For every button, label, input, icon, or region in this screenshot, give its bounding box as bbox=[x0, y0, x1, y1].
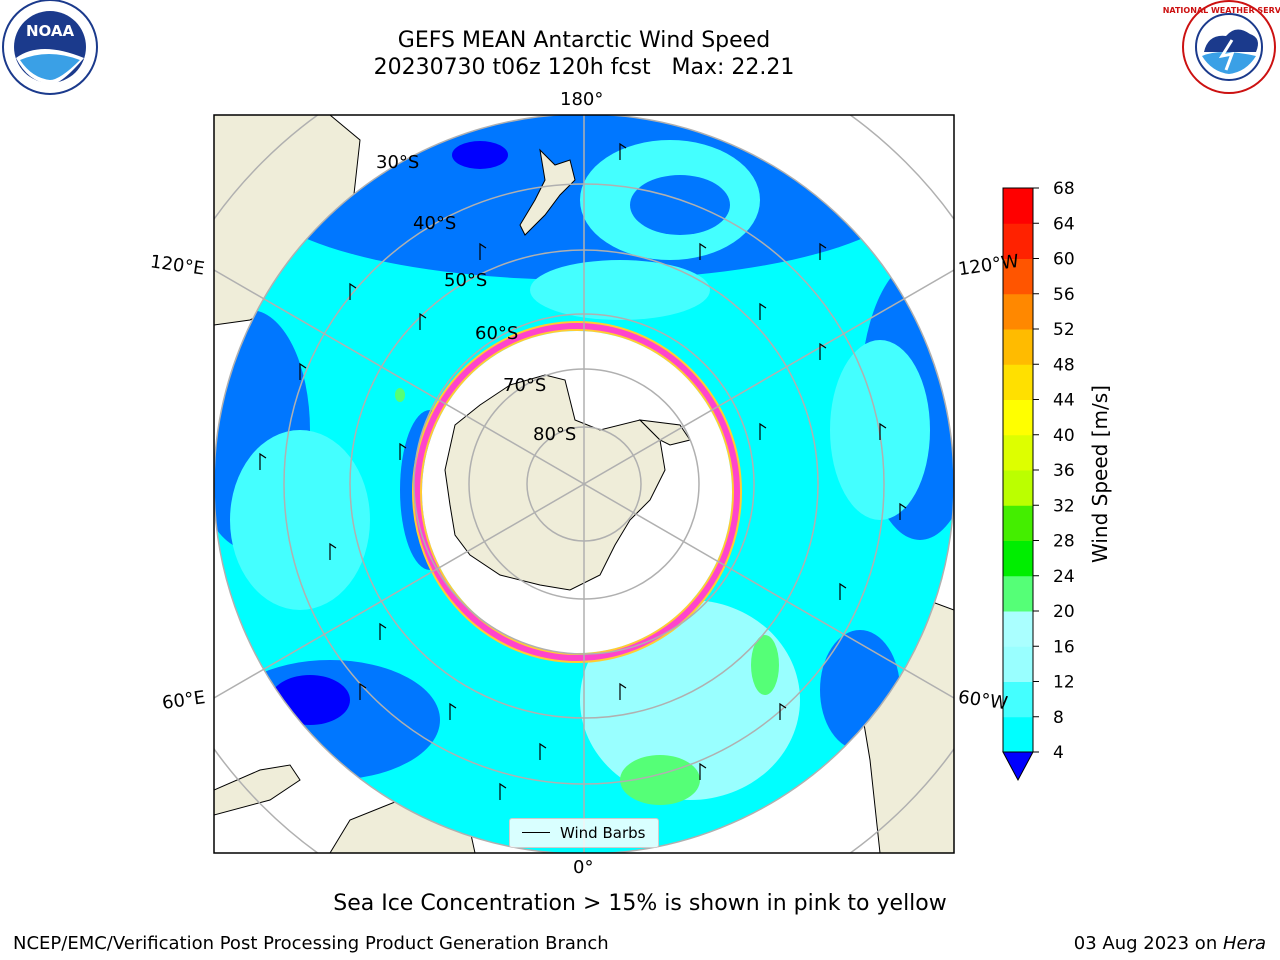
legend-label: Wind Barbs bbox=[560, 824, 646, 842]
colorbar-tick-label: 44 bbox=[1053, 391, 1075, 411]
map-area bbox=[214, 115, 954, 853]
colorbar-label: Wind Speed [m/s] bbox=[1088, 385, 1112, 563]
colorbar-segment bbox=[1003, 646, 1033, 682]
lat-label-40s: 40°S bbox=[413, 213, 457, 234]
legend-line-sample bbox=[522, 832, 550, 833]
sea-ice-note: Sea Ice Concentration > 15% is shown in … bbox=[333, 891, 947, 916]
colorbar-segment bbox=[1003, 399, 1033, 436]
colorbar-segment bbox=[1003, 611, 1033, 647]
graticule bbox=[214, 115, 954, 853]
colorbar-tick-label: 32 bbox=[1053, 496, 1075, 516]
nws-logo: NATIONAL WEATHER SERVICE bbox=[1163, 0, 1280, 94]
land-new-zealand bbox=[519, 148, 576, 236]
wind-barbs bbox=[259, 142, 907, 800]
chart-title: GEFS MEAN Antarctic Wind Speed bbox=[397, 28, 771, 53]
colorbar-segment bbox=[1003, 575, 1033, 612]
colorbar-tick-label: 64 bbox=[1053, 214, 1075, 234]
colorbar-segment bbox=[1003, 258, 1033, 295]
colorbar-segment bbox=[1003, 716, 1033, 753]
colorbar-segment bbox=[1003, 434, 1033, 471]
footer-host: Hera bbox=[1222, 933, 1266, 954]
colorbar-segment bbox=[1003, 188, 1033, 224]
colorbar-segment bbox=[1003, 223, 1033, 259]
colorbar-tick-label: 20 bbox=[1053, 602, 1075, 622]
colorbar-tick-label: 8 bbox=[1053, 708, 1064, 728]
colorbar-tick-label: 60 bbox=[1053, 250, 1075, 270]
colorbar-tick-label: 36 bbox=[1053, 461, 1075, 481]
map-frame bbox=[213, 114, 955, 854]
lon-label-180: 180° bbox=[560, 89, 604, 110]
colorbar-tick-label: 24 bbox=[1053, 567, 1075, 587]
svg-text:NATIONAL WEATHER SERVICE: NATIONAL WEATHER SERVICE bbox=[1163, 6, 1280, 15]
colorbar-tick-label: 4 bbox=[1053, 743, 1064, 763]
lat-label-80s: 80°S bbox=[533, 424, 577, 445]
map-legend: Wind Barbs bbox=[509, 818, 659, 848]
footer-date-text: 03 Aug 2023 on bbox=[1073, 933, 1223, 954]
land-antarctica bbox=[444, 374, 666, 591]
colorbar-tick-label: 40 bbox=[1053, 426, 1075, 446]
sea-ice-ring bbox=[414, 323, 740, 661]
lon-label-0: 0° bbox=[573, 857, 594, 878]
noaa-logo: NOAA bbox=[2, 0, 98, 95]
colorbar-tick-label: 48 bbox=[1053, 355, 1075, 375]
colorbar-tick-label: 56 bbox=[1053, 285, 1075, 305]
footer-date: 03 Aug 2023 on Hera bbox=[1074, 933, 1266, 954]
chart-subtitle: 20230730 t06z 120h fcst Max: 22.21 bbox=[373, 55, 795, 80]
colorbar-segment bbox=[1003, 470, 1033, 506]
colorbar-segment bbox=[1003, 540, 1033, 577]
land-antarctic-peninsula bbox=[638, 419, 691, 446]
colorbar-under-arrow bbox=[1002, 751, 1034, 782]
colorbar-segment bbox=[1003, 293, 1033, 330]
lat-label-70s: 70°S bbox=[503, 375, 547, 396]
colorbar-tick-label: 52 bbox=[1053, 320, 1075, 340]
colorbar-segment bbox=[1003, 364, 1033, 400]
svg-text:NOAA: NOAA bbox=[26, 22, 75, 40]
colorbar-tick-label: 12 bbox=[1053, 673, 1075, 693]
land-madagascar bbox=[214, 764, 301, 816]
lat-label-30s: 30°S bbox=[376, 152, 420, 173]
colorbar-tick-label: 68 bbox=[1053, 179, 1075, 199]
colorbar-tick-label: 28 bbox=[1053, 532, 1075, 552]
colorbar-segment bbox=[1003, 505, 1033, 541]
lat-label-50s: 50°S bbox=[444, 270, 488, 291]
footer-credit: NCEP/EMC/Verification Post Processing Pr… bbox=[13, 933, 609, 954]
colorbar-segment bbox=[1003, 681, 1033, 718]
colorbar-segment bbox=[1003, 329, 1033, 365]
colorbar-tick-label: 16 bbox=[1053, 637, 1075, 657]
lat-label-60s: 60°S bbox=[475, 323, 519, 344]
